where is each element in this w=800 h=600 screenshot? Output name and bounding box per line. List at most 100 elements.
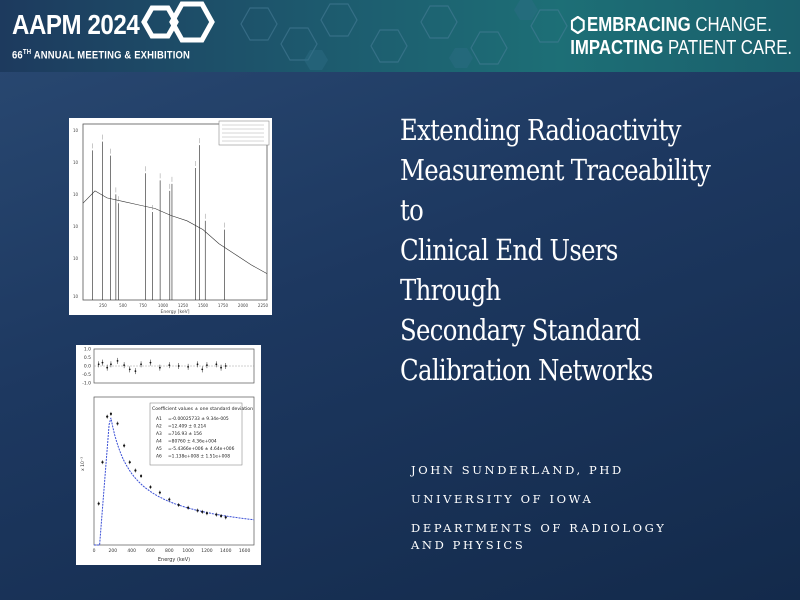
efficiency-point — [201, 510, 204, 513]
spectrum-tick-label: 2000 — [238, 303, 249, 308]
efficiency-point — [97, 502, 100, 505]
conference-banner: AAPM 2024 66TH ANNUAL MEETING & EXHIBITI… — [0, 0, 800, 72]
conference-logo-subtitle: 66TH ANNUAL MEETING & EXHIBITION — [12, 49, 191, 62]
fit-panel — [93, 396, 255, 546]
residual-point — [128, 368, 131, 371]
efficiency-point — [187, 506, 190, 509]
efficiency-point — [219, 514, 223, 518]
conference-logo-title: AAPM 2024 — [12, 9, 140, 40]
efficiency-tick-label: 1600 — [239, 548, 251, 554]
residual-point — [187, 365, 190, 368]
residual-point — [196, 363, 199, 366]
efficiency-chart: 1.0 0.5 0.0 -0.5 -1.0 0 200 400 600 800 1000 1200 1… — [80, 347, 255, 563]
efficiency-point — [149, 485, 152, 489]
coefficient-legend-title: Coefficient values ± one standard deviat… — [152, 406, 253, 412]
residual-tick-label: -1.0 — [82, 381, 91, 387]
efficiency-point — [196, 509, 199, 512]
fit-curve — [94, 417, 255, 546]
svg-text:10: 10 — [73, 294, 79, 299]
efficiency-point — [215, 513, 218, 516]
residual-point — [116, 360, 119, 362]
coefficient-value: =1.138e+008 ± 1.51e+008 — [168, 454, 230, 460]
coefficient-name: A3 — [156, 431, 162, 437]
residual-point — [101, 361, 104, 364]
efficiency-tick-label: 1400 — [220, 548, 232, 554]
residual-point — [220, 366, 222, 369]
efficiency-point — [177, 503, 180, 507]
spectrum-tick-label: 2250 — [258, 303, 269, 308]
efficiency-point — [109, 412, 113, 415]
spectrum-tick-label: 750 — [139, 303, 147, 308]
efficiency-tick-label: 400 — [127, 548, 136, 554]
residual-point — [168, 364, 171, 367]
spectrum-tick-label: 1500 — [198, 303, 209, 308]
residual-point — [149, 361, 152, 364]
svg-text:10: 10 — [73, 224, 79, 229]
spectrum-figure: 250 500 750 1000 1250 1500 1750 2000 2250 Energy… — [69, 118, 272, 315]
efficiency-point — [139, 474, 143, 478]
residual-point — [140, 363, 142, 366]
residual-tick-label: 0.0 — [84, 364, 91, 370]
author-name: JOHN SUNDERLAND, PHD — [411, 463, 624, 477]
spectrum-baseline — [82, 190, 268, 274]
spectrum-tick-label: 1250 — [178, 303, 189, 308]
efficiency-point — [205, 512, 209, 515]
coefficient-name: A5 — [156, 446, 162, 452]
efficiency-point — [116, 422, 119, 425]
efficiency-tick-label: 600 — [146, 548, 155, 554]
residual-point — [215, 363, 218, 366]
residual-point — [201, 368, 204, 371]
residual-tick-label: 1.0 — [84, 347, 91, 353]
residual-point — [177, 365, 180, 367]
coefficient-value: =12.409 ± 0.214 — [168, 424, 206, 430]
spectrum-tick-label: 1750 — [218, 303, 229, 308]
efficiency-tick-label: 200 — [109, 548, 118, 554]
spectrum-xlabel: Energy [keV] — [161, 309, 190, 315]
efficiency-xlabel: Energy (keV) — [158, 557, 190, 563]
slide-title: Extending Radioactivity Measurement Trac… — [400, 113, 711, 387]
efficiency-point — [123, 444, 126, 447]
residual-point — [106, 366, 109, 369]
slogan-hex-icon — [570, 16, 585, 34]
efficiency-point — [224, 516, 227, 519]
svg-text:10: 10 — [73, 192, 79, 197]
residual-point — [97, 363, 100, 366]
efficiency-point — [158, 491, 161, 494]
efficiency-tick-label: 1000 — [182, 548, 194, 554]
logo-hex-small — [141, 5, 179, 39]
svg-text:10: 10 — [73, 256, 79, 261]
residual-point — [206, 364, 208, 367]
coefficient-name: A1 — [156, 416, 162, 422]
residual-tick-label: -0.5 — [82, 372, 91, 378]
efficiency-tick-label: 800 — [165, 548, 174, 554]
svg-text:x 10⁻³: x 10⁻³ — [80, 457, 86, 471]
coefficient-name: A2 — [156, 424, 162, 430]
spectrum-chart: 250 500 750 1000 1250 1500 1750 2000 2250 Energy… — [73, 120, 270, 315]
spectrum-tick-label: 250 — [99, 303, 107, 308]
efficiency-point — [128, 461, 131, 464]
department-line-2: AND PHYSICS — [411, 538, 526, 552]
efficiency-tick-label: 0 — [93, 548, 96, 554]
residual-point — [158, 366, 161, 369]
spectrum-tick-label: 1000 — [158, 303, 169, 308]
residual-point — [134, 370, 137, 372]
efficiency-point — [101, 461, 104, 464]
coefficient-value: =-5.4366e+006 ± 4.64e+006 — [168, 446, 235, 452]
coefficient-value: =716.93 ± 156 — [168, 431, 202, 437]
department-line-1: DEPARTMENTS OF RADIOLOGY — [411, 521, 667, 535]
coefficient-value: =-0.00025733 ± 9.34e-005 — [168, 416, 229, 422]
residual-point — [224, 365, 227, 367]
spectrum-tick-label: 500 — [119, 303, 127, 308]
efficiency-point — [106, 415, 109, 418]
spectrum-legend-lines — [222, 124, 264, 142]
hexagon-pattern — [141, 0, 568, 70]
residual-tick-label: 0.5 — [84, 355, 91, 361]
residual-point — [110, 363, 112, 366]
residual-point — [123, 364, 126, 367]
coefficient-value: =80760 ± 4.36e+004 — [168, 439, 217, 445]
efficiency-figure: 1.0 0.5 0.0 -0.5 -1.0 0 200 400 600 800 1000 1200 1… — [76, 345, 261, 565]
coefficient-legend: Coefficient values ± one standard deviat… — [149, 402, 253, 466]
svg-text:10: 10 — [73, 160, 79, 165]
svg-text:10: 10 — [73, 128, 79, 133]
efficiency-tick-label: 1200 — [201, 548, 213, 554]
